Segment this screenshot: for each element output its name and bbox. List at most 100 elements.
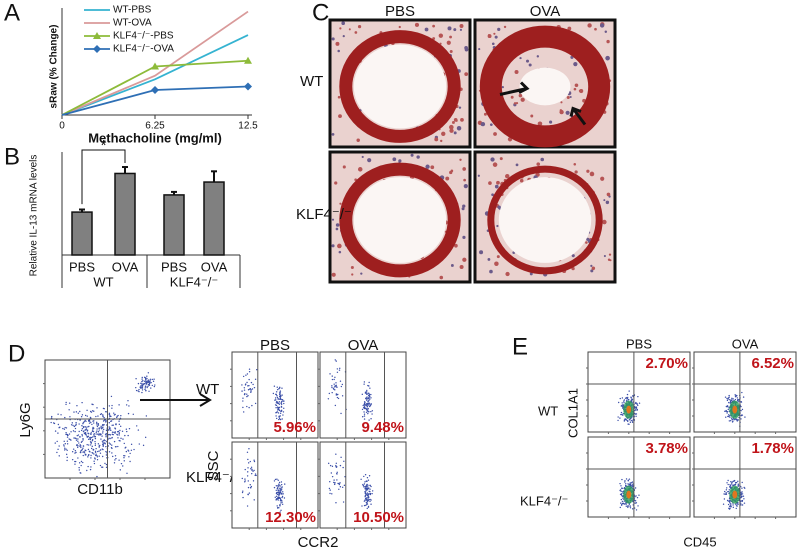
cell [520,97,525,102]
event [83,420,85,423]
event [94,443,97,445]
marker [93,45,101,53]
event [84,425,86,428]
event [99,449,102,451]
event [87,438,90,441]
event [278,493,280,496]
cell [510,95,514,99]
event [65,453,68,456]
event [90,447,93,450]
event [151,384,154,387]
event [85,434,88,436]
event [738,416,740,419]
cell [464,46,468,50]
event [242,400,244,402]
event [730,420,732,422]
event [150,387,152,389]
cell [491,193,494,197]
event [622,497,624,499]
cell [446,40,451,45]
cell [490,157,495,162]
event [118,434,120,436]
event [277,491,280,494]
row-label: WT [300,73,323,90]
percentage-label: 5.96% [273,419,316,436]
event [631,398,634,401]
flow-plot [230,351,319,440]
event [244,478,246,480]
cell [603,199,606,202]
cell [392,157,397,162]
event [58,426,60,429]
event [101,440,104,442]
event [725,416,727,418]
event [730,482,733,484]
event [69,438,71,441]
event [364,491,367,493]
event [283,402,285,405]
event [80,449,83,452]
event [119,425,122,428]
event [369,498,371,501]
event [93,453,95,455]
event [727,490,729,493]
event [281,399,283,401]
event [275,415,277,417]
event [117,430,120,433]
event [70,431,72,433]
event [64,416,66,419]
event [82,421,85,424]
event [728,401,730,404]
event [250,389,252,391]
event [91,430,94,432]
event [127,412,130,415]
event [276,396,279,399]
cell [528,63,532,67]
event [79,410,81,413]
event [110,429,112,432]
event [363,500,366,502]
cell [459,24,464,29]
event [625,502,627,504]
event [95,433,97,435]
cell [356,138,360,142]
event [281,418,283,420]
event [366,408,368,410]
event [277,489,279,491]
flow-plot [586,436,691,519]
event [628,505,630,507]
cell [454,243,458,248]
event [743,498,745,500]
cell [494,261,499,266]
event [282,491,284,493]
event [363,413,366,415]
event [251,404,253,407]
event [635,509,638,511]
event [361,393,364,396]
event [98,427,101,429]
event [246,381,248,384]
event [628,423,630,425]
event [340,412,342,415]
cell [354,31,358,34]
event [87,433,90,435]
event [243,387,246,389]
event [628,503,631,505]
event [333,483,336,486]
event [725,489,728,491]
event [631,421,634,423]
event [129,452,131,455]
event [128,427,131,430]
column-label: PBS [385,3,415,20]
cell [514,70,519,75]
event [277,398,279,400]
event [89,433,92,435]
event [364,401,366,404]
event [57,432,59,434]
event [722,503,725,505]
event [109,443,112,445]
event [728,507,730,510]
event [331,465,334,468]
event [276,493,279,496]
event [727,415,730,418]
